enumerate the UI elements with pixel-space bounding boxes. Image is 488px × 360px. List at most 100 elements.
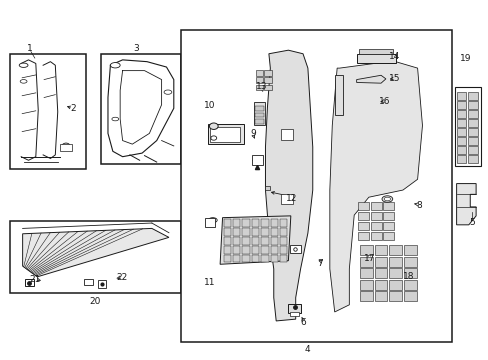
Bar xyxy=(370,202,381,210)
Ellipse shape xyxy=(208,218,217,223)
Bar xyxy=(232,255,240,262)
Text: 13: 13 xyxy=(255,82,267,91)
Bar xyxy=(232,228,240,235)
Bar xyxy=(456,120,466,127)
Bar xyxy=(357,222,368,230)
Bar xyxy=(289,312,299,316)
Bar xyxy=(359,280,372,290)
Bar xyxy=(261,246,268,253)
Bar xyxy=(265,186,270,190)
Text: 16: 16 xyxy=(378,96,390,105)
Ellipse shape xyxy=(381,196,392,202)
Bar xyxy=(83,279,93,285)
Bar xyxy=(261,220,268,226)
Bar xyxy=(242,246,249,253)
Bar xyxy=(356,54,395,63)
Bar xyxy=(261,237,268,244)
Bar xyxy=(210,127,239,142)
Bar xyxy=(270,220,278,226)
Text: 15: 15 xyxy=(388,74,400,83)
Bar xyxy=(359,268,372,278)
Bar xyxy=(456,111,466,118)
Bar xyxy=(280,220,287,226)
Bar xyxy=(261,255,268,262)
Bar xyxy=(456,137,466,145)
Bar xyxy=(454,87,480,166)
Bar xyxy=(456,93,466,100)
Bar xyxy=(270,228,278,235)
Bar xyxy=(25,279,34,286)
Bar xyxy=(468,93,477,100)
Polygon shape xyxy=(22,228,168,277)
Ellipse shape xyxy=(384,197,390,201)
Bar xyxy=(200,209,293,275)
Bar xyxy=(205,219,215,227)
Bar xyxy=(289,245,300,253)
Bar xyxy=(232,237,240,244)
Bar xyxy=(251,237,259,244)
Bar xyxy=(10,221,181,293)
Bar xyxy=(468,137,477,145)
Bar xyxy=(388,257,401,267)
Text: 21: 21 xyxy=(29,275,41,284)
Bar xyxy=(223,246,231,253)
Bar xyxy=(403,280,416,290)
Bar xyxy=(370,222,381,230)
Bar xyxy=(242,237,249,244)
Bar xyxy=(232,220,240,226)
Text: 17: 17 xyxy=(363,254,374,263)
Text: 19: 19 xyxy=(459,54,470,63)
Text: 5: 5 xyxy=(468,218,474,227)
Text: 12: 12 xyxy=(285,194,296,203)
Bar xyxy=(242,255,249,262)
Bar xyxy=(374,257,386,267)
Circle shape xyxy=(62,143,70,149)
Bar xyxy=(468,111,477,118)
Bar xyxy=(456,129,466,136)
Bar xyxy=(251,255,259,262)
Bar xyxy=(232,246,240,253)
Bar xyxy=(261,228,268,235)
Bar xyxy=(359,257,372,267)
Bar xyxy=(358,49,392,54)
Ellipse shape xyxy=(19,63,28,67)
Text: 20: 20 xyxy=(89,297,101,306)
Bar xyxy=(374,291,386,301)
Bar xyxy=(280,237,287,244)
Bar xyxy=(388,245,401,255)
Ellipse shape xyxy=(163,90,171,94)
Bar xyxy=(98,280,106,288)
Bar xyxy=(223,237,231,244)
Ellipse shape xyxy=(20,80,27,83)
Bar xyxy=(357,212,368,220)
Bar xyxy=(270,237,278,244)
Bar xyxy=(374,245,386,255)
Bar xyxy=(255,106,264,111)
Bar xyxy=(456,146,466,154)
Bar xyxy=(359,245,372,255)
Bar xyxy=(468,146,477,154)
Bar xyxy=(270,255,278,262)
Bar xyxy=(255,113,264,117)
Polygon shape xyxy=(329,61,422,312)
Bar xyxy=(10,54,86,169)
Bar xyxy=(223,255,231,262)
Bar xyxy=(370,231,381,240)
Bar xyxy=(468,129,477,136)
Bar xyxy=(223,228,231,235)
Polygon shape xyxy=(232,41,436,332)
Bar xyxy=(388,280,401,290)
Bar xyxy=(255,85,263,90)
Bar xyxy=(101,54,181,164)
Bar xyxy=(468,155,477,163)
Bar xyxy=(374,280,386,290)
Polygon shape xyxy=(220,216,290,264)
Bar xyxy=(383,231,393,240)
Text: 18: 18 xyxy=(402,272,413,281)
Bar xyxy=(60,144,72,151)
Bar xyxy=(264,77,271,83)
Ellipse shape xyxy=(112,117,119,121)
Text: 2: 2 xyxy=(70,104,76,113)
Bar xyxy=(383,222,393,230)
Text: 14: 14 xyxy=(388,53,400,62)
